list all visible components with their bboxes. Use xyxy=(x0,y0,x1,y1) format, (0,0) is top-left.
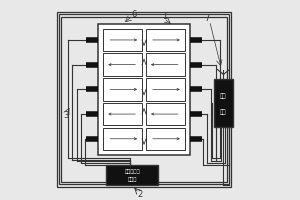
Text: 电子: 电子 xyxy=(220,93,227,99)
Bar xyxy=(103,103,142,125)
Text: 3: 3 xyxy=(63,111,68,120)
Bar xyxy=(57,12,231,187)
Bar xyxy=(103,29,142,51)
Bar xyxy=(59,14,229,184)
Bar xyxy=(146,78,185,101)
Bar xyxy=(146,103,185,125)
Text: 1: 1 xyxy=(162,12,167,21)
Bar xyxy=(146,128,185,150)
Text: 7: 7 xyxy=(204,14,209,23)
Bar xyxy=(214,79,233,127)
Bar xyxy=(103,128,142,150)
Text: 6: 6 xyxy=(131,10,137,19)
Bar xyxy=(98,24,190,155)
Bar xyxy=(103,53,142,76)
Bar xyxy=(146,53,185,76)
Bar xyxy=(106,165,158,185)
Text: 2: 2 xyxy=(137,190,143,199)
Bar xyxy=(146,29,185,51)
Text: 负载: 负载 xyxy=(220,109,227,115)
Text: 多通道电流: 多通道电流 xyxy=(124,169,140,174)
Bar xyxy=(61,17,227,182)
Bar xyxy=(103,78,142,101)
Text: 传感器: 传感器 xyxy=(128,177,137,182)
